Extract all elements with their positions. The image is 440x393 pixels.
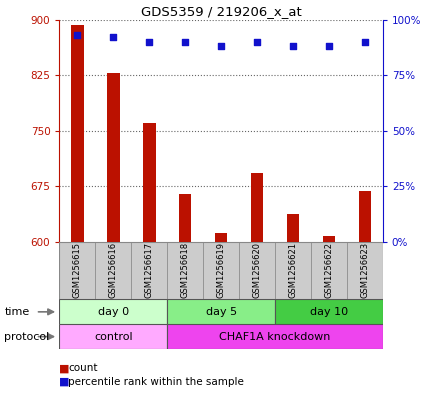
Bar [311, 242, 347, 299]
Bar [59, 299, 167, 324]
Text: GSM1256618: GSM1256618 [181, 242, 190, 298]
Text: day 10: day 10 [310, 307, 348, 317]
Bar [323, 236, 335, 242]
Text: percentile rank within the sample: percentile rank within the sample [68, 377, 244, 387]
Point [110, 34, 117, 40]
Bar [143, 123, 155, 242]
Title: GDS5359 / 219206_x_at: GDS5359 / 219206_x_at [141, 6, 301, 18]
Bar [59, 242, 95, 299]
Bar [251, 173, 263, 242]
Bar [275, 299, 383, 324]
Bar [239, 242, 275, 299]
Point [218, 43, 225, 50]
Bar [59, 324, 167, 349]
Point [74, 32, 81, 39]
Text: CHAF1A knockdown: CHAF1A knockdown [219, 332, 331, 342]
Bar [203, 242, 239, 299]
Point [146, 39, 153, 45]
Bar [167, 324, 383, 349]
Text: protocol: protocol [4, 332, 50, 342]
Text: GSM1256620: GSM1256620 [253, 242, 261, 298]
Point [290, 43, 297, 50]
Text: GSM1256621: GSM1256621 [289, 242, 297, 298]
Bar [131, 242, 167, 299]
Bar [275, 242, 311, 299]
Text: GSM1256623: GSM1256623 [360, 242, 369, 298]
Point [361, 39, 368, 45]
Text: GSM1256615: GSM1256615 [73, 242, 82, 298]
Text: GSM1256617: GSM1256617 [145, 242, 154, 298]
Text: ■: ■ [59, 377, 70, 387]
Text: GSM1256616: GSM1256616 [109, 242, 118, 298]
Text: day 5: day 5 [205, 307, 237, 317]
Bar [167, 299, 275, 324]
Text: day 0: day 0 [98, 307, 129, 317]
Text: control: control [94, 332, 132, 342]
Bar [347, 242, 383, 299]
Bar [107, 73, 120, 242]
Bar [179, 194, 191, 242]
Text: GSM1256619: GSM1256619 [216, 242, 226, 298]
Text: GSM1256622: GSM1256622 [324, 242, 334, 298]
Bar [287, 213, 299, 242]
Text: ■: ■ [59, 363, 70, 373]
Bar [215, 233, 227, 242]
Bar [95, 242, 131, 299]
Point [182, 39, 189, 45]
Text: count: count [68, 363, 98, 373]
Text: time: time [4, 307, 29, 317]
Bar [359, 191, 371, 242]
Point [326, 43, 333, 50]
Point [253, 39, 260, 45]
Bar [71, 25, 84, 242]
Bar [167, 242, 203, 299]
